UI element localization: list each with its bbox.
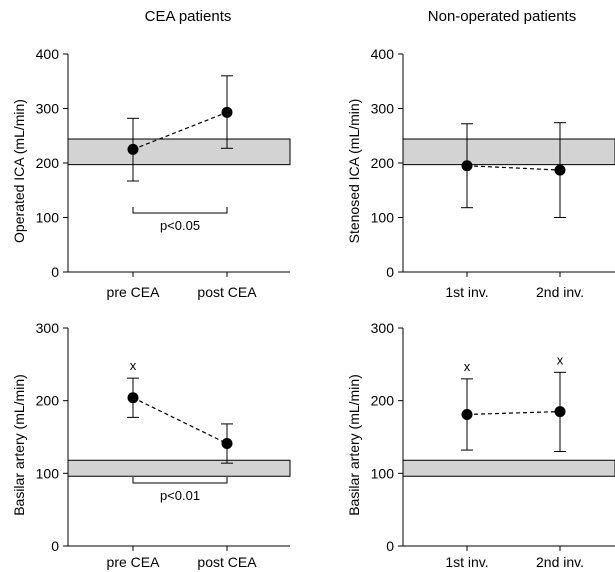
- data-point: [554, 406, 566, 418]
- y-tick-label: 200: [371, 393, 395, 409]
- data-point: [554, 164, 566, 176]
- data-point: [221, 106, 233, 118]
- data-point: [221, 438, 233, 450]
- y-tick-label: 0: [386, 538, 394, 554]
- x-tick-label: post CEA: [197, 554, 257, 570]
- panel-top-left: 0 100 200 300 400 Operated ICA (mL/min) pre CE…: [11, 46, 291, 300]
- dashed-connector: [466, 410, 561, 416]
- right-column-title: Non-operated patients: [427, 8, 577, 25]
- data-point: [127, 392, 139, 404]
- x-tick-label: 2nd inv.: [536, 554, 584, 570]
- y-tick-label: 0: [51, 264, 59, 280]
- y-tick-label: 100: [371, 210, 395, 226]
- significance-label: p<0.05: [160, 218, 200, 233]
- y-axis-label: Basilar artery (mL/min): [11, 374, 27, 516]
- dashed-connector: [466, 165, 561, 171]
- y-tick-label: 100: [36, 210, 60, 226]
- reference-band: [402, 459, 615, 477]
- significance-bracket: [132, 207, 228, 214]
- significance-label: p<0.01: [160, 488, 200, 503]
- panel-top-right: 0 100 200 300 400 Stenosed ICA (mL/min) 1st in…: [346, 46, 615, 300]
- y-axis-label: Operated ICA (mL/min): [11, 99, 27, 243]
- left-column-title: CEA patients: [144, 8, 232, 25]
- reference-band: [402, 138, 615, 166]
- x-tick-label: 1st inv.: [445, 554, 488, 570]
- y-axis-label: Basilar artery (mL/min): [346, 374, 362, 516]
- x-tick-label: pre CEA: [107, 554, 161, 570]
- y-tick-label: 300: [36, 101, 60, 117]
- significance-bracket: [132, 477, 228, 484]
- reference-band: [67, 459, 291, 477]
- dashed-connector: [132, 111, 228, 150]
- reference-band: [67, 138, 291, 166]
- significance-marker: x: [557, 352, 564, 367]
- y-tick-label: 100: [371, 465, 395, 481]
- x-tick-label: 1st inv.: [445, 284, 488, 300]
- y-tick-label: 200: [371, 155, 395, 171]
- data-point: [461, 408, 473, 420]
- dashed-connector: [132, 397, 228, 445]
- x-tick-label: 2nd inv.: [536, 284, 584, 300]
- y-tick-label: 0: [386, 264, 394, 280]
- y-tick-label: 0: [51, 538, 59, 554]
- data-point: [461, 160, 473, 172]
- y-tick-label: 100: [36, 465, 60, 481]
- x-tick-label: pre CEA: [107, 284, 161, 300]
- y-tick-label: 200: [36, 155, 60, 171]
- significance-marker: x: [464, 359, 471, 374]
- y-tick-label: 400: [36, 46, 60, 62]
- x-tick-label: post CEA: [197, 284, 257, 300]
- y-tick-label: 300: [371, 320, 395, 336]
- significance-marker: x: [130, 358, 137, 373]
- y-tick-label: 300: [371, 101, 395, 117]
- data-point: [127, 143, 139, 155]
- y-tick-label: 200: [36, 393, 60, 409]
- y-tick-label: 300: [36, 320, 60, 336]
- y-axis-label: Stenosed ICA (mL/min): [346, 99, 362, 244]
- panel-bottom-right: 0 100 200 300 Basilar artery (mL/min) 1st inv…: [346, 320, 615, 570]
- y-tick-label: 400: [371, 46, 395, 62]
- panel-bottom-left: 0 100 200 300 Basilar artery (mL/min) pre CEA…: [11, 320, 291, 570]
